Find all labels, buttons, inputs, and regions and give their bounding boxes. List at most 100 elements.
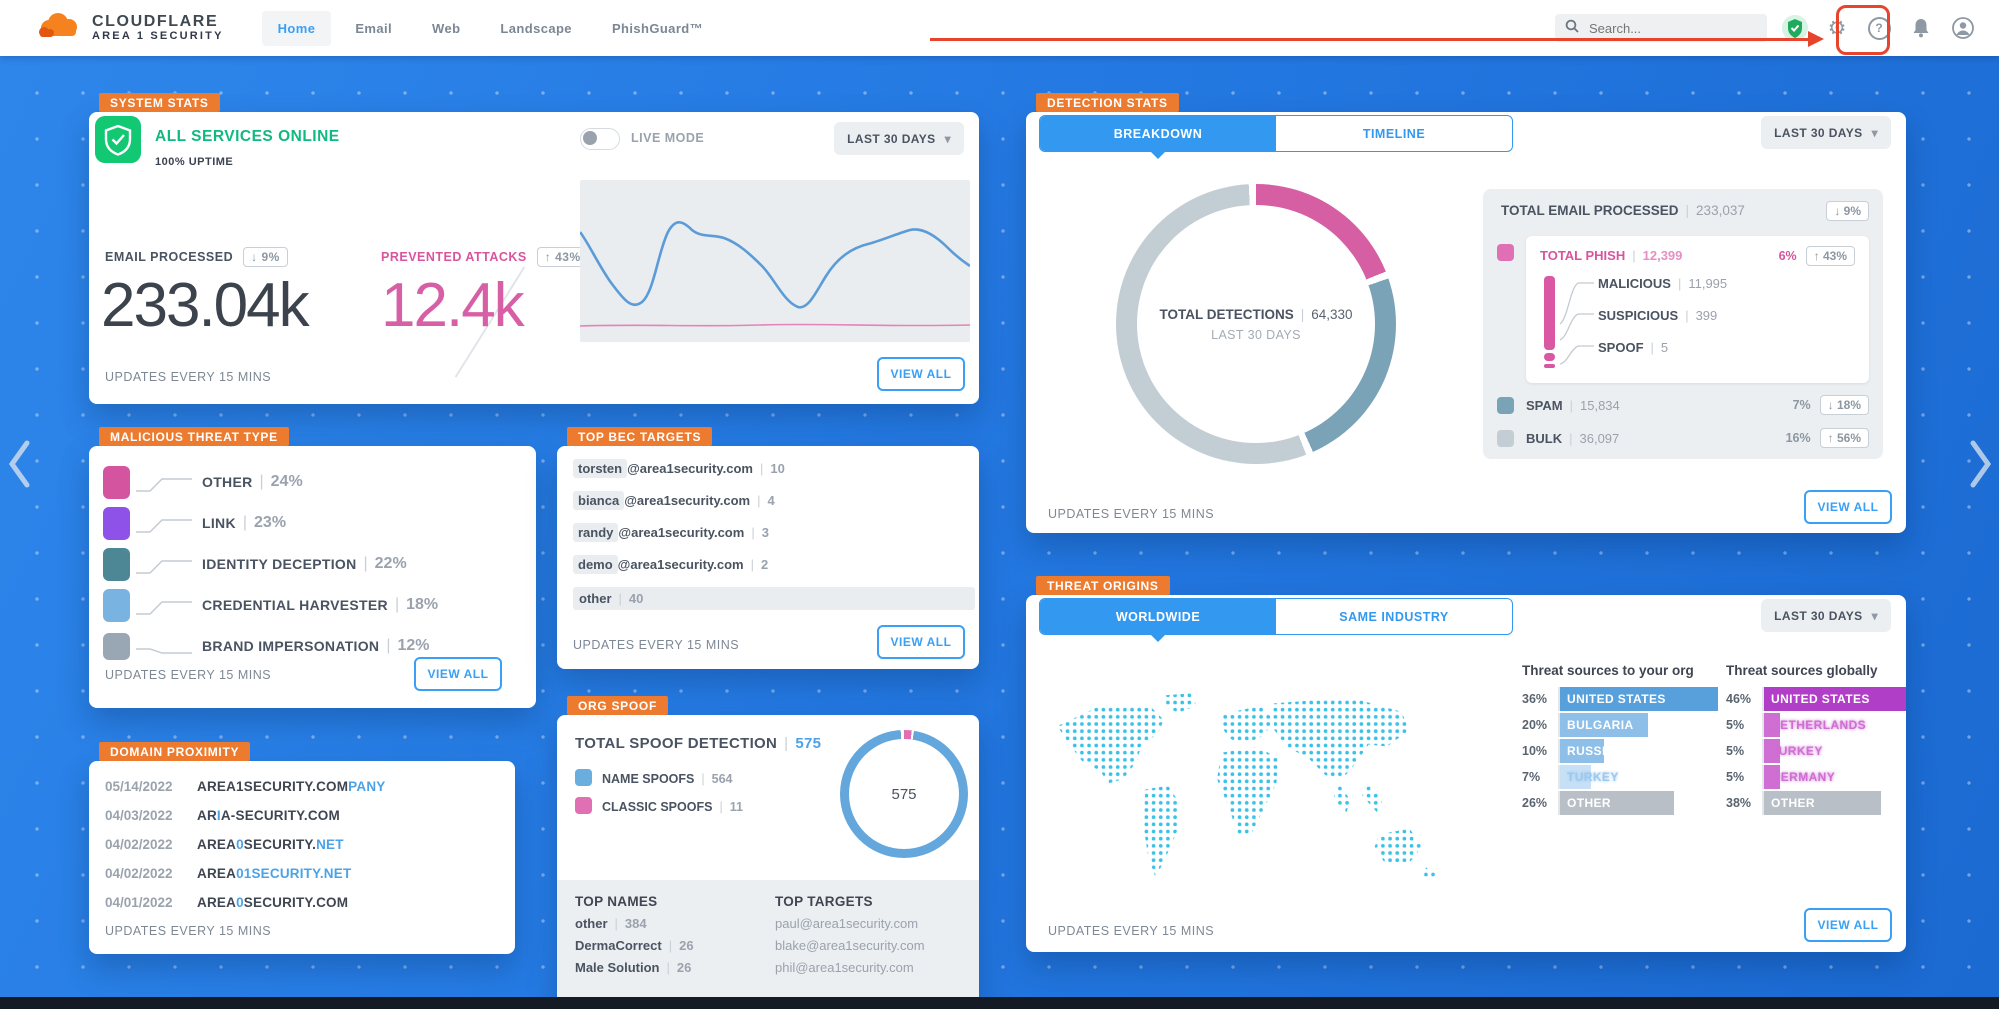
bec-view-all-button[interactable]: VIEW ALL	[877, 625, 965, 659]
global-bar-row: 5% TURKEY	[1726, 739, 1822, 763]
shield-status-icon[interactable]	[1781, 14, 1809, 42]
detection-stats-tag: DETECTION STATS	[1036, 93, 1179, 112]
brand-logo[interactable]: CLOUDFLARE AREA 1 SECURITY	[36, 10, 224, 47]
nav-item-home[interactable]: Home	[261, 10, 332, 46]
global-sources-header: Threat sources globally	[1726, 663, 1878, 678]
threat-origins-range-dropdown[interactable]: LAST 30 DAYS	[1761, 599, 1891, 632]
prevented-attacks-value: 12.4k	[381, 271, 525, 340]
threat-origins-updates: UPDATES EVERY 15 MINS	[1048, 924, 1215, 938]
global-bar-row: 5% GERMANY	[1726, 765, 1835, 789]
malicious-threat-type-tag: MALICIOUS THREAT TYPE	[99, 427, 289, 446]
org-bar-row: 26% OTHER	[1522, 791, 1674, 815]
prevented-attacks-delta-badge: ↑ 43%	[536, 247, 589, 267]
tab-breakdown[interactable]: BREAKDOWN	[1040, 116, 1276, 159]
tab-timeline[interactable]: TIMELINE	[1362, 126, 1426, 141]
donut-center-label: TOTAL DETECTIONS	[1159, 306, 1294, 322]
search-input[interactable]	[1587, 19, 1741, 37]
top-target-row: paul@area1security.com	[775, 916, 919, 931]
system-stats-range-dropdown[interactable]: LAST 30 DAYS	[834, 122, 964, 155]
threat-origins-view-all-button[interactable]: VIEW ALL	[1804, 908, 1892, 942]
nav-item-web[interactable]: Web	[432, 20, 461, 36]
legend-classic-spoofs: CLASSIC SPOOFS11	[575, 797, 743, 814]
bec-updates: UPDATES EVERY 15 MINS	[573, 638, 740, 652]
bec-target-row: torsten@area1security.com10	[573, 459, 785, 478]
phish-connector-lines	[1559, 282, 1594, 365]
bec-target-row: randy@area1security.com3	[573, 523, 769, 542]
nav-item-phishguard[interactable]: PhishGuard™	[611, 20, 704, 36]
bec-target-row: bianca@area1security.com4	[573, 491, 775, 510]
total-phish-value: 12,399	[1642, 248, 1683, 263]
detection-tabs: BREAKDOWN TIMELINE	[1039, 115, 1513, 159]
top-target-row: phil@area1security.com	[775, 960, 914, 975]
nav-item-landscape[interactable]: Landscape	[500, 20, 572, 36]
malicious-row: MALICIOUS11,995	[1598, 276, 1727, 291]
malicious-threat-type-card: MALICIOUS THREAT TYPE OTHER24% LINK23% I…	[89, 427, 536, 708]
threat-type-row: LINK23%	[103, 505, 286, 541]
domain-row: 04/03/2022 ARIA-SECURITY.COM	[105, 808, 340, 823]
detection-breakdown-panel: TOTAL EMAIL PROCESSED 233,037 ↓ 9% TOTAL …	[1483, 189, 1883, 459]
brand-subtitle: AREA 1 SECURITY	[92, 29, 224, 42]
malicious-threat-view-all-button[interactable]: VIEW ALL	[414, 657, 502, 691]
total-phish-delta-badge: ↑ 43%	[1805, 246, 1855, 266]
world-dot-map	[1043, 680, 1473, 895]
global-bar-row: 5% NETHERLANDS	[1726, 713, 1866, 737]
org-spoof-title: TOTAL SPOOF DETECTION	[575, 735, 778, 752]
nav-item-email[interactable]: Email	[355, 20, 393, 36]
tab-worldwide[interactable]: WORLDWIDE	[1040, 599, 1276, 642]
detection-view-all-button[interactable]: VIEW ALL	[1804, 490, 1892, 524]
domain-proximity-card: DOMAIN PROXIMITY 05/14/2022 AREA1SECURITY…	[89, 742, 515, 954]
tab-same-industry[interactable]: SAME INDUSTRY	[1339, 609, 1449, 624]
threat-type-swatch-other	[103, 465, 130, 499]
org-spoof-card: ORG SPOOF TOTAL SPOOF DETECTION 575 NAME …	[557, 696, 979, 1009]
org-sources-header: Threat sources to your org	[1522, 663, 1694, 678]
domain-proximity-tag: DOMAIN PROXIMITY	[99, 742, 251, 761]
connector-line	[136, 648, 192, 654]
bec-target-other-row: other40	[573, 587, 975, 610]
bulk-delta-badge: ↑ 56%	[1819, 428, 1869, 448]
total-phish-label: TOTAL PHISH	[1540, 248, 1626, 263]
donut-center-sub: LAST 30 DAYS	[1211, 327, 1301, 342]
bec-target-row: demo@area1security.com2	[573, 555, 768, 574]
org-spoof-total: 575	[795, 735, 822, 752]
malicious-threat-updates: UPDATES EVERY 15 MINS	[105, 668, 272, 682]
total-phish-swatch	[1497, 244, 1514, 261]
notifications-bell-icon[interactable]	[1907, 14, 1935, 42]
system-stats-view-all-button[interactable]: VIEW ALL	[877, 357, 965, 391]
threat-origins-card: THREAT ORIGINS WORLDWIDE SAME INDUSTRY L…	[1026, 576, 1906, 952]
search-box[interactable]	[1555, 14, 1767, 42]
bottom-edge-bar	[0, 997, 1999, 1009]
live-mode-toggle[interactable]	[580, 128, 620, 150]
system-stats-updates: UPDATES EVERY 15 MINS	[105, 370, 272, 384]
brand-name: CLOUDFLARE	[92, 12, 219, 30]
uptime-label: 100% UPTIME	[155, 156, 234, 168]
threat-type-row: IDENTITY DECEPTION22%	[103, 546, 407, 582]
spam-delta-badge: ↓ 18%	[1819, 395, 1869, 415]
top-names-header: TOP NAMES	[575, 894, 658, 909]
top-name-row: Male Solution26	[575, 960, 694, 975]
global-bar-row: 46% UNITED STATES	[1726, 687, 1906, 711]
user-avatar-icon[interactable]	[1949, 14, 1977, 42]
carousel-next-arrow[interactable]	[1968, 438, 1994, 495]
org-spoof-tag: ORG SPOOF	[567, 696, 668, 715]
org-bar-row: 10% RUSSIA	[1522, 739, 1614, 763]
detection-range-dropdown[interactable]: LAST 30 DAYS	[1761, 116, 1891, 149]
connector-line	[136, 519, 192, 533]
threat-type-row: CREDENTIAL HARVESTER18%	[103, 587, 438, 623]
total-phish-pct: 6%	[1778, 249, 1797, 263]
total-email-delta-badge: ↓ 9%	[1826, 201, 1869, 221]
bulk-swatch	[1497, 430, 1514, 447]
connector-line	[136, 478, 192, 492]
connector-line	[136, 601, 192, 615]
main-nav: Home Email Web Landscape PhishGuard™	[261, 0, 719, 56]
total-phish-subcard: TOTAL PHISH 12,399 6% ↑ 43% MALICIOUS11,9…	[1526, 236, 1869, 383]
org-spoof-donut-value: 575	[891, 785, 917, 803]
carousel-prev-arrow[interactable]	[6, 438, 32, 495]
threat-type-swatch-credential-harvester	[103, 588, 130, 622]
threat-type-swatch-link	[103, 506, 130, 540]
total-email-processed-value: 233,037	[1696, 203, 1745, 218]
services-status: ALL SERVICES ONLINE	[155, 128, 340, 145]
threat-origins-tag: THREAT ORIGINS	[1036, 576, 1170, 595]
detection-updates: UPDATES EVERY 15 MINS	[1048, 507, 1215, 521]
org-spoof-detail-panel: TOP NAMES other384 DermaCorrect26 Male S…	[557, 880, 979, 1009]
spam-pct: 7%	[1792, 398, 1811, 412]
